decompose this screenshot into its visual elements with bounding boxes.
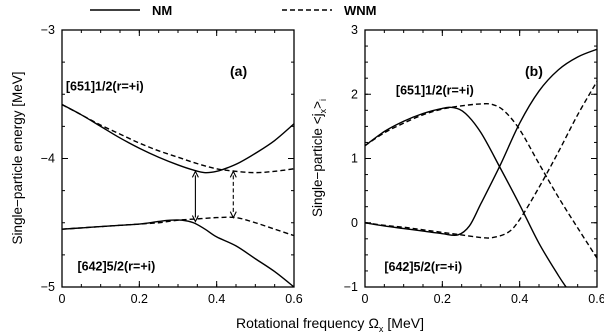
series-line-solid-1: [365, 48, 597, 237]
legend-label-nm: NM: [152, 3, 172, 18]
series-line-dashed-3: [365, 81, 597, 239]
series-line-solid-1: [62, 219, 294, 287]
panel-b-frame: [364, 29, 598, 288]
arrow-head-up: [229, 170, 237, 178]
x-tick-label: 0.2: [131, 292, 148, 306]
arrow-head-down: [229, 211, 237, 219]
legend-label-wnm: WNM: [344, 3, 377, 18]
x-axis-label-text: Rotational frequency: [236, 315, 364, 331]
panel-b-ylabel-tail: >: [310, 101, 325, 109]
annotation-651-b: [651]1/2(r=+i): [396, 83, 474, 97]
panel-a-ylabel: Single−particle energy [MeV]: [10, 72, 25, 245]
annotation-651-a: [651]1/2(r=+i): [66, 79, 144, 93]
panel-b-label: (b): [525, 63, 543, 79]
panel-b-curves: [365, 48, 597, 287]
panel-b-ylabel-sub: x: [318, 108, 328, 113]
panel-a: 0 0.2 0.4 0.6 −5 −4 −3 (a) [651]1/2(r=+i) [642…: [10, 23, 303, 306]
y-tick-label: 3: [351, 23, 358, 37]
arrow-head-down: [191, 215, 199, 223]
y-tick-label: −4: [41, 152, 55, 166]
x-tick-label: 0.4: [511, 292, 528, 306]
panel-b-ylabel-main: Single−particle <j: [310, 113, 325, 217]
y-tick-label: −3: [41, 23, 55, 37]
annotation-642-a: [642]5/2(r=+i): [77, 259, 155, 273]
panel-a-arrows: [191, 170, 237, 223]
x-tick-label: 0.2: [434, 292, 451, 306]
panel-b-ylabel: Single−particle <jx>i: [310, 99, 328, 217]
y-tick-label: −5: [41, 280, 55, 294]
y-tick-label: 2: [351, 87, 358, 101]
x-tick-label: 0.4: [208, 292, 225, 306]
series-line-dashed-3: [62, 216, 294, 237]
series-line-solid-0: [365, 106, 567, 287]
x-tick-label: 0: [362, 292, 369, 306]
panel-a-label: (a): [230, 63, 247, 79]
y-tick-label: −1: [344, 280, 358, 294]
y-tick-label: 0: [351, 216, 358, 230]
series-line-dashed-2: [62, 103, 294, 174]
x-tick-label: 0.6: [285, 292, 302, 306]
annotation-642-b: [642]5/2(r=+i): [384, 260, 462, 274]
panel-b: 0 0.2 0.4 0.6 −1 0 1 2 3 (b) [651]1/2(r=+i) [642…: [310, 23, 604, 306]
arrow-head-up: [191, 170, 199, 178]
series-line-dashed-2: [365, 102, 597, 259]
x-axis-label-symbol: Ω: [368, 315, 378, 331]
panel-a-frame: [61, 29, 295, 288]
panel-b-ylabel-sub2: i: [318, 99, 328, 101]
y-tick-label: 1: [351, 152, 358, 166]
x-axis-label: Rotational frequency Ωx [MeV]: [236, 315, 424, 333]
x-axis-label-unit: [MeV]: [387, 315, 424, 331]
panel-a-curves: [62, 103, 294, 287]
series-line-solid-0: [62, 103, 294, 174]
x-axis-label-sub: x: [379, 324, 384, 333]
x-tick-label: 0.6: [588, 292, 604, 306]
x-tick-label: 0: [59, 292, 66, 306]
legend: NM WNM: [90, 3, 377, 18]
